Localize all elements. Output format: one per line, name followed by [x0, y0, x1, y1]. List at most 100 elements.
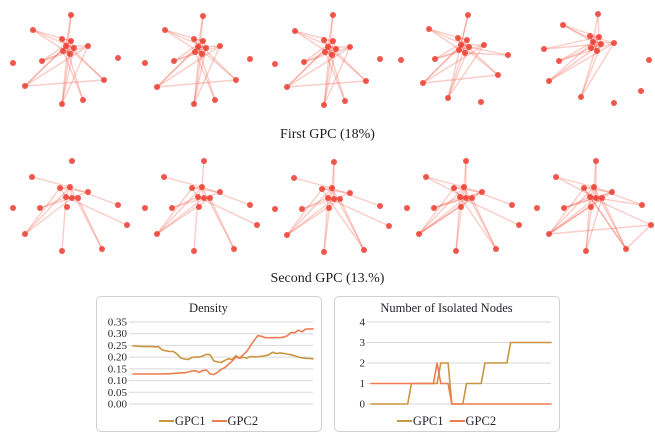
graph-edge	[194, 51, 216, 101]
graph-node	[423, 174, 429, 180]
graph-node	[453, 248, 459, 254]
network-graph-first-gpc-5	[524, 3, 655, 123]
graph-node	[254, 222, 260, 228]
graph-node	[431, 205, 437, 211]
y-tick-label: 0.00	[107, 399, 127, 411]
graph-edge	[433, 191, 483, 209]
graph-edge	[548, 197, 597, 235]
graph-node	[68, 12, 74, 18]
legend-item-gpc2: GPC2	[449, 414, 496, 429]
graph-edge	[457, 37, 499, 76]
graph-node	[463, 195, 469, 201]
network-graph-second-gpc-2	[131, 147, 262, 267]
graph-edge	[286, 198, 335, 236]
graph-node	[284, 232, 290, 238]
graph-node	[505, 52, 511, 58]
graph-node	[329, 52, 335, 58]
graph-node	[416, 231, 422, 237]
graph-edge	[471, 197, 497, 250]
graph-edge	[562, 24, 600, 38]
graph-edge	[583, 187, 613, 193]
legend-label: GPC1	[174, 413, 206, 428]
graph-edge	[69, 186, 119, 206]
graph-node	[479, 189, 485, 195]
network-graph-svg	[272, 159, 392, 255]
graph-node	[337, 196, 343, 202]
graph-edge	[460, 14, 469, 46]
graph-node	[481, 42, 487, 48]
graph-node	[57, 185, 63, 191]
graph-edge	[580, 36, 600, 98]
graph-node	[30, 27, 36, 33]
graph-node	[609, 189, 615, 195]
graph-node	[326, 205, 332, 211]
graph-edge	[65, 14, 72, 47]
graph-edge	[422, 74, 499, 84]
graph-edge	[422, 44, 485, 84]
graph-node	[69, 195, 75, 201]
graph-node	[591, 184, 597, 190]
graph-node	[342, 98, 348, 104]
graph-node	[432, 56, 438, 62]
graph-node	[455, 35, 461, 41]
graph-edge	[286, 80, 367, 88]
graph-edge	[459, 196, 497, 250]
graph-node	[59, 36, 65, 42]
graph-edge	[418, 186, 465, 235]
legend-label: GPC1	[412, 413, 444, 428]
series-line-gpc1	[131, 345, 314, 364]
graph-edge	[543, 36, 600, 50]
graph-edge	[164, 29, 204, 42]
graph-edge	[65, 196, 128, 226]
graph-edge	[585, 197, 603, 252]
graph-edge	[286, 187, 333, 236]
graph-node	[639, 202, 645, 208]
graph-edge	[61, 38, 105, 81]
graph-node	[69, 158, 75, 164]
graph-node	[284, 84, 290, 90]
graph-node	[201, 195, 207, 201]
graph-edge	[589, 196, 627, 250]
graph-edge	[321, 188, 351, 194]
graph-node	[458, 204, 464, 210]
graph-node	[192, 49, 198, 55]
graph-node	[299, 206, 305, 212]
graph-edge	[327, 197, 365, 251]
graph-node	[200, 38, 206, 44]
graph-node	[638, 88, 644, 94]
y-tick-label: 0	[359, 399, 365, 411]
graph-edge	[191, 187, 221, 193]
graph-node	[29, 174, 35, 180]
graph-node	[200, 13, 206, 19]
graph-node	[347, 44, 353, 50]
graph-node	[203, 45, 209, 51]
network-graph-first-gpc-1	[0, 3, 131, 123]
legend-item-gpc1: GPC1	[396, 413, 444, 429]
graph-node	[231, 246, 237, 252]
graph-node	[22, 83, 28, 89]
graph-edge	[463, 186, 513, 206]
graph-node	[115, 202, 121, 208]
graph-edge	[163, 176, 203, 188]
graph-node	[587, 194, 593, 200]
graph-node	[599, 195, 605, 201]
graph-edge	[24, 45, 89, 87]
graph-node	[386, 223, 392, 229]
graph-edge	[24, 187, 61, 235]
graph-edge	[286, 40, 334, 88]
graph-edge	[323, 39, 367, 82]
graph-node	[646, 57, 652, 63]
network-graph-svg	[541, 11, 652, 106]
graph-node	[322, 49, 328, 55]
graph-edge	[156, 79, 237, 88]
graph-node	[67, 51, 73, 57]
graph-node	[556, 58, 562, 64]
graph-node	[363, 78, 369, 84]
graph-node	[611, 100, 617, 106]
network-graph-svg	[398, 12, 511, 105]
graph-node	[272, 61, 278, 67]
y-tick-label: 0.05	[107, 387, 127, 399]
density-chart-title: Density	[189, 301, 228, 315]
graph-edge	[156, 45, 221, 88]
graph-edge	[463, 160, 467, 188]
